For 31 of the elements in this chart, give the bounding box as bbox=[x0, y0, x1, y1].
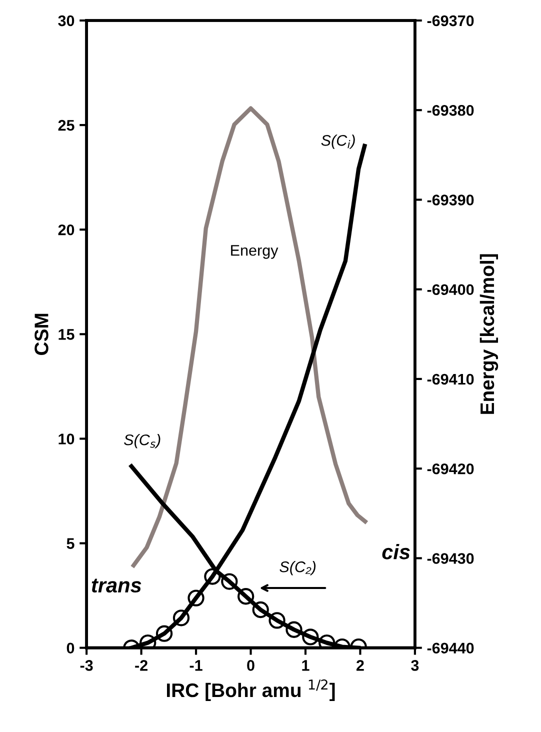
x-tick-label: 3 bbox=[411, 660, 419, 671]
y-tick-label: 25 bbox=[58, 120, 74, 131]
x-tick-label: 1 bbox=[302, 660, 310, 671]
y-tick-label: 0 bbox=[66, 642, 74, 654]
x-tick-label: -3 bbox=[80, 660, 93, 671]
y2-axis-title: Energy [kcal/mol] bbox=[480, 254, 498, 414]
y2-tick-label: -69380 bbox=[427, 104, 474, 116]
y-tick-label: 20 bbox=[58, 224, 74, 236]
y-tick-label: 10 bbox=[58, 434, 74, 444]
x-tick-label: 0 bbox=[247, 660, 254, 671]
annotation: cis bbox=[382, 544, 410, 560]
y2-tick-label: -69410 bbox=[427, 374, 474, 385]
y2-tick-label: -69370 bbox=[427, 15, 474, 26]
y2-tick-label: -69440 bbox=[427, 642, 474, 654]
y-axis-title: CSM bbox=[34, 314, 48, 355]
x-tick-label: -2 bbox=[135, 660, 148, 671]
y-tick-label: 30 bbox=[58, 15, 74, 26]
x-axis-title: IRC [Bohr amu $^{1/2}$] bbox=[166, 679, 335, 702]
y2-tick-label: -69400 bbox=[427, 284, 474, 296]
series-label: S(C$_{s}$) bbox=[124, 434, 160, 448]
y2-tick-label: -69420 bbox=[427, 463, 474, 474]
x-tick-label: -1 bbox=[190, 660, 202, 671]
y-tick-label: 5 bbox=[66, 538, 74, 549]
y2-tick-label: -69390 bbox=[427, 194, 474, 206]
annotation: trans bbox=[92, 578, 142, 593]
series-label: Energy bbox=[231, 245, 278, 259]
text: S(C₂) bbox=[280, 561, 316, 576]
series-label: S(C$_{i}$) bbox=[321, 134, 355, 149]
y-tick-label: 15 bbox=[58, 329, 74, 340]
y2-tick-label: -69430 bbox=[427, 553, 474, 564]
x-tick-label: 2 bbox=[356, 660, 364, 671]
